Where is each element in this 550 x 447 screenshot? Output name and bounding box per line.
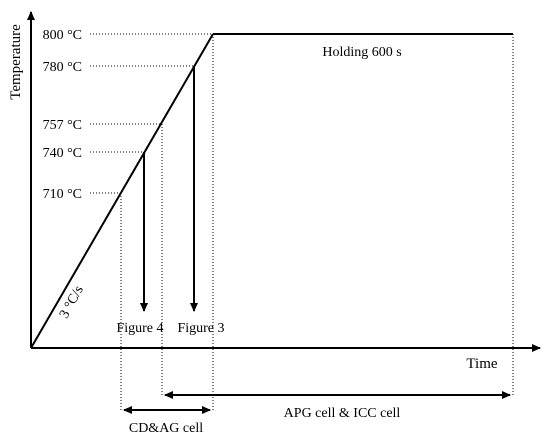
temp-label-800: 800 °C — [43, 28, 82, 43]
x-axis-label: Time — [466, 356, 497, 372]
y-axis-label: Temperature — [8, 24, 24, 100]
temp-label-740: 740 °C — [43, 146, 82, 161]
temperature-mark-800: 800 °C — [43, 28, 213, 43]
figure-4-label: Figure 4 — [116, 321, 163, 336]
temp-label-710: 710 °C — [43, 187, 82, 202]
temperature-mark-757: 757 °C — [43, 118, 162, 133]
cdag-range-label: CD&AG cell — [129, 421, 203, 436]
temperature-mark-710: 710 °C — [43, 187, 121, 202]
temp-label-757: 757 °C — [43, 118, 82, 133]
heating-ramp-line — [30, 33, 214, 349]
figure-3-label: Figure 3 — [177, 321, 224, 336]
temperature-mark-740: 740 °C — [43, 146, 144, 161]
temperature-mark-780: 780 °C — [43, 60, 194, 75]
heating-rate-label: 3 °C/s — [57, 283, 87, 321]
apg-icc-range-label: APG cell & ICC cell — [284, 406, 401, 421]
temp-label-780: 780 °C — [43, 60, 82, 75]
hold-label: Holding 600 s — [322, 45, 401, 60]
